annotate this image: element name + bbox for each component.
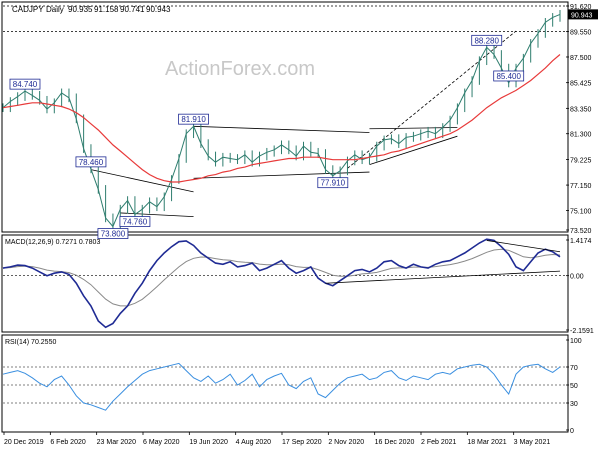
annotation-box-0 — [9, 78, 41, 90]
price-tick-label-2: 87.500 — [570, 55, 592, 62]
price-y-axis: 91.620 89.550 87.500 85.425 83.350 81.300 79.2… — [566, 4, 598, 235]
macd-tick-label-1: 0.00 — [570, 274, 584, 281]
current-price-label: 90.943 — [571, 12, 593, 19]
current-price-badge — [568, 9, 598, 20]
price-header: CADJPY Daily 90.935 91.158 90.741 90.943 — [12, 5, 171, 14]
price-tick-label-4: 83.350 — [570, 106, 592, 113]
header-open: 90.935 — [68, 5, 93, 14]
annotation-label-4: 74.760 — [123, 218, 148, 227]
rsi-y-axis: 100 70 50 30 0 — [566, 338, 582, 435]
price-trendline-1 — [120, 212, 194, 218]
price-tick-label-6: 79.225 — [570, 157, 592, 164]
x-tick-label-1: 6 Feb 2020 — [50, 439, 86, 446]
annotation-label-0: 84.740 — [13, 80, 38, 89]
price-line — [2, 13, 561, 228]
macd-trendline-0 — [325, 270, 561, 284]
x-tick-label-3: 6 May 2020 — [143, 439, 180, 446]
annotation-label-2: 78.460 — [79, 158, 104, 167]
header-symbol: CADJPY — [12, 5, 44, 14]
annotation-box-5 — [317, 177, 349, 189]
moving-average-line — [2, 54, 561, 183]
macd-trendlines — [325, 240, 561, 284]
rsi-line — [2, 362, 561, 411]
annotation-box-4 — [119, 216, 151, 227]
annotation-label-7: 85.400 — [496, 72, 521, 81]
macd-tick-label-2: -2.1591 — [570, 328, 594, 335]
annotation-box-3 — [97, 228, 129, 239]
macd-tick-label-0: 1.4174 — [570, 238, 592, 245]
x-tick-label-10: 18 Mar 2021 — [467, 439, 506, 446]
price-annotations: 84.740 81.910 78.460 73.800 74.760 77.910 88.2… — [9, 34, 525, 239]
rsi-tick-label-1: 70 — [570, 365, 578, 372]
x-tick-label-9: 2 Feb 2021 — [421, 439, 457, 446]
annotation-box-7 — [493, 70, 525, 82]
macd-line — [2, 238, 561, 329]
x-tick-label-8: 16 Dec 2020 — [375, 439, 415, 446]
rsi-tick-label-3: 30 — [570, 401, 578, 408]
macd-signal-line — [2, 248, 561, 307]
price-trendline-2 — [193, 125, 370, 133]
annotation-box-6 — [471, 34, 503, 46]
price-tick-label-0: 91.620 — [570, 4, 592, 11]
price-trendline-5 — [369, 135, 458, 166]
x-tick-label-11: 3 May 2021 — [514, 439, 551, 446]
x-tick-label-4: 19 Jun 2020 — [189, 439, 228, 446]
header-high: 91.158 — [94, 5, 119, 14]
price-tick-label-3: 85.425 — [570, 81, 592, 88]
x-tick-label-0: 20 Dec 2019 — [4, 439, 44, 446]
macd-trendline-1 — [486, 240, 561, 253]
macd-series-group — [2, 238, 561, 329]
header-close: 90.943 — [146, 5, 171, 14]
x-tick-label-5: 4 Aug 2020 — [236, 439, 272, 446]
price-tick-label-9: 73.520 — [570, 228, 592, 235]
rsi-guide-lines — [3, 366, 566, 404]
price-tick-label-8: 75.100 — [570, 208, 592, 215]
header-low: 90.741 — [120, 5, 145, 14]
rsi-tick-label-0: 100 — [570, 338, 582, 345]
rsi-header: RSI(14) 70.2550 — [5, 339, 56, 346]
x-axis: 20 Dec 2019 6 Feb 2020 23 Mar 2020 6 May 20… — [3, 432, 551, 446]
price-tick-label-5: 81.300 — [570, 132, 592, 139]
macd-y-axis: 1.4174 0.00 -2.1591 — [566, 238, 594, 335]
annotation-label-3: 73.800 — [101, 230, 126, 239]
header-period: Daily — [46, 5, 64, 14]
macd-header: MACD(12,26,9) 0.7271 0.7803 — [5, 239, 100, 246]
price-tick-label-1: 89.550 — [570, 30, 592, 37]
macd-panel-frame — [1, 234, 569, 333]
annotation-label-5: 77.910 — [321, 179, 346, 188]
x-tick-label-2: 23 Mar 2020 — [97, 439, 136, 446]
price-series-group — [2, 10, 561, 231]
annotation-box-2 — [75, 156, 107, 168]
price-tick-label-7: 77.150 — [570, 183, 592, 190]
annotation-label-1: 81.910 — [181, 115, 206, 124]
watermark-text: ActionForex.com — [165, 58, 315, 80]
rsi-tick-label-2: 50 — [570, 383, 578, 390]
price-trendline-0 — [90, 169, 194, 193]
price-panel-frame — [1, 1, 569, 233]
x-tick-label-6: 17 Sep 2020 — [282, 439, 322, 446]
rsi-tick-label-4: 0 — [570, 428, 574, 435]
annotation-box-1 — [178, 113, 209, 125]
x-tick-label-7: 2 Nov 2020 — [328, 439, 364, 446]
annotation-label-6: 88.280 — [474, 36, 499, 45]
rsi-panel-frame — [1, 334, 569, 433]
rsi-series-group — [2, 362, 561, 411]
price-trendline-6 — [347, 30, 517, 169]
